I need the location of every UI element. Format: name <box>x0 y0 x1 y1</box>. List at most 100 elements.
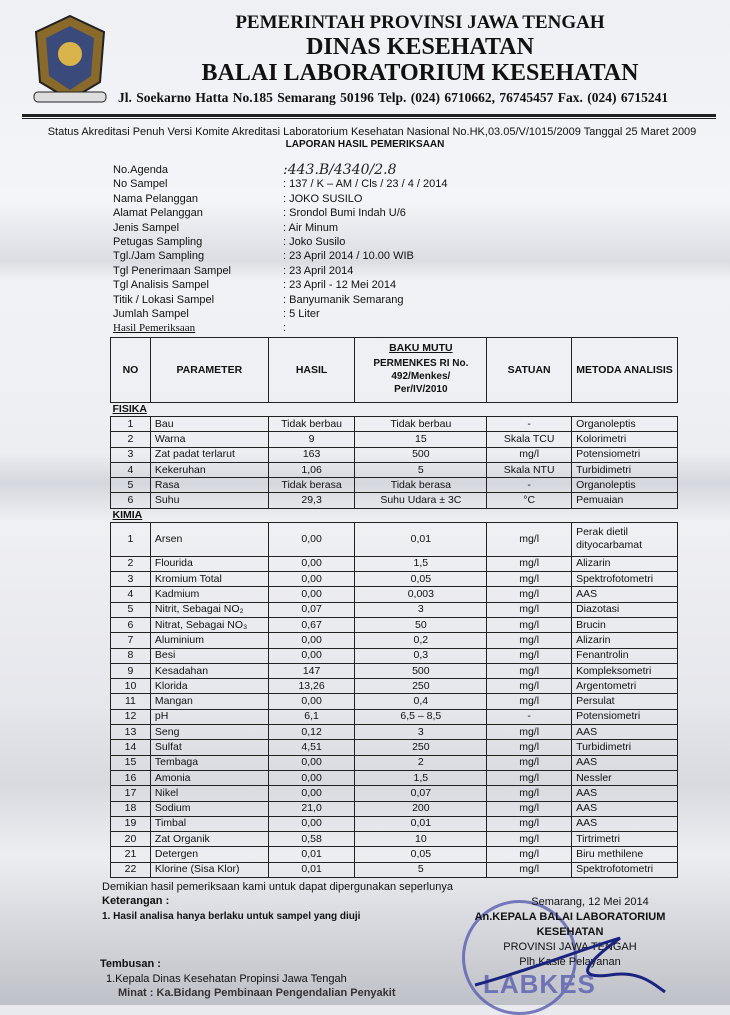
info-value: : 23 April 2014 <box>283 264 354 277</box>
signature-block: Semarang, 12 Mei 2014 An.KEPALA BALAI LA… <box>440 895 700 970</box>
cell-parameter: Suhu <box>149 492 269 509</box>
table-row: 1 Bau Tidak berbau Tidak berbau - Organolepti… <box>110 415 678 433</box>
cell-no: 12 <box>110 708 151 726</box>
table-row: 5 Nitrit, Sebagai NO₂ 0,07 3 mg/l Diazotasi <box>110 601 678 618</box>
cell-metoda: AAS <box>571 800 678 817</box>
cell-satuan: mg/l <box>486 724 573 741</box>
col-baku-mutu: BAKU MUTU PERMENKES RI No. 492/Menkes/ Pe… <box>354 337 488 403</box>
cell-satuan: mg/l <box>486 586 573 603</box>
cell-baku-mutu: 500 <box>354 662 488 680</box>
header-line-2: DINAS KESEHATAN <box>306 34 534 60</box>
baku-mutu-title: BAKU MUTU <box>389 342 453 354</box>
table-row: 3 Kromium Total 0,00 0,05 mg/l Spektrofotomet… <box>110 571 678 588</box>
table-row: 2 Flourida 0,00 1,5 mg/l Alizarin <box>110 555 678 573</box>
cell-parameter: Nikel <box>149 785 269 802</box>
tembusan-minat: Minat : Ka.Bidang Pembinaan Pengendalian… <box>118 987 396 999</box>
cell-parameter: Bau <box>149 415 269 433</box>
table-row: 15 Tembaga 0,00 2 mg/l AAS <box>110 754 678 771</box>
cell-metoda: Biru methilene <box>571 846 678 863</box>
cell-metoda: Alizarin <box>571 632 678 649</box>
info-value: : 5 Liter <box>283 308 320 321</box>
info-row: Jumlah Sampel: 5 Liter <box>113 307 447 321</box>
sample-info: No.Agenda:443.B/4340/2.8 No Sampel: 137 /… <box>113 163 447 336</box>
cell-baku-mutu: 250 <box>354 678 488 695</box>
cell-hasil: 0,01 <box>267 861 356 879</box>
cell-baku-mutu: 500 <box>354 446 488 463</box>
cell-no: 4 <box>110 586 151 603</box>
cell-satuan: mg/l <box>486 831 573 848</box>
cell-baku-mutu: 5 <box>354 461 488 479</box>
table-row: 9 Kesadahan 147 500 mg/l Kompleksometri <box>110 662 678 680</box>
cell-no: 11 <box>110 693 151 710</box>
cell-hasil: 0,07 <box>267 601 356 618</box>
cell-parameter: Arsen <box>149 521 269 557</box>
cell-baku-mutu: 0,07 <box>354 785 488 802</box>
cell-no: 2 <box>110 555 151 573</box>
handwritten-signature <box>474 936 666 994</box>
cell-baku-mutu: 250 <box>354 739 488 756</box>
cell-parameter: Zat Organik <box>149 831 269 848</box>
cell-no: 6 <box>110 616 151 634</box>
results-and-notes: NO PARAMETER HASIL BAKU MUTU PERMENKES RI… <box>102 337 702 924</box>
cell-hasil: 0,00 <box>267 521 356 557</box>
cell-parameter: Kekeruhan <box>149 461 269 479</box>
cell-satuan: - <box>486 708 573 726</box>
cell-parameter: Nitrat, Sebagai NO₃ <box>149 616 269 634</box>
baku-mutu-sub: PERMENKES RI No. 492/Menkes/ Per/IV/2010 <box>373 358 469 395</box>
info-label: Jenis Sampel <box>113 221 180 234</box>
info-label: Alamat Pelanggan <box>113 207 203 220</box>
info-label: Titik / Lokasi Sampel <box>113 293 215 306</box>
cell-satuan: mg/l <box>486 846 573 863</box>
cell-satuan: mg/l <box>486 754 573 771</box>
cell-parameter: Warna <box>149 431 269 448</box>
cell-no: 18 <box>110 800 151 817</box>
cell-baku-mutu: 1,5 <box>354 769 488 787</box>
cell-satuan: mg/l <box>486 647 573 664</box>
cell-parameter: Klorine (Sisa Klor) <box>149 861 269 879</box>
cell-hasil: 0,00 <box>267 785 356 802</box>
cell-no: 10 <box>110 678 151 695</box>
tembusan-item-1: 1.Kepala Dinas Kesehatan Propinsi Jawa T… <box>106 973 347 985</box>
info-value: : Joko Susilo <box>283 236 346 249</box>
cell-metoda: Potensiometri <box>571 446 678 463</box>
cell-parameter: Sodium <box>149 800 269 817</box>
cell-baku-mutu: 0,2 <box>354 632 488 649</box>
cell-parameter: Mangan <box>149 693 269 710</box>
cell-satuan: mg/l <box>486 632 573 649</box>
cell-baku-mutu: 10 <box>354 831 488 848</box>
col-no: NO <box>110 337 151 403</box>
cell-satuan: mg/l <box>486 800 573 817</box>
cell-metoda: Argentometri <box>571 678 678 695</box>
cell-parameter: Tembaga <box>149 754 269 771</box>
cell-baku-mutu: 0,003 <box>354 586 488 603</box>
cell-hasil: 0,00 <box>267 632 356 649</box>
cell-hasil: 0,00 <box>267 754 356 771</box>
cell-hasil: 0,00 <box>267 571 356 588</box>
cell-baku-mutu: 15 <box>354 431 488 448</box>
info-row: Petugas Sampling: Joko Susilo <box>113 235 447 249</box>
cell-baku-mutu: 3 <box>354 601 488 618</box>
section-label: KIMIA <box>112 508 143 521</box>
cell-parameter: Detergen <box>149 846 269 863</box>
cell-hasil: 0,01 <box>267 846 356 863</box>
cell-baku-mutu: 0,01 <box>354 815 488 833</box>
section-row: FISIKA <box>111 403 678 417</box>
table-row: 11 Mangan 0,00 0,4 mg/l Persulat <box>110 693 678 710</box>
info-label: Hasil Pemeriksaan <box>113 322 196 335</box>
cell-satuan: mg/l <box>486 693 573 710</box>
cell-no: 6 <box>110 492 151 509</box>
signature-line-1: An.KEPALA BALAI LABORATORIUM KESEHATAN <box>474 911 666 938</box>
info-row: Tgl Penerimaan Sampel: 23 April 2014 <box>113 264 447 278</box>
cell-baku-mutu: 0,3 <box>354 647 488 664</box>
cell-hasil: 163 <box>267 446 356 463</box>
col-satuan: SATUAN <box>486 337 573 403</box>
cell-metoda: AAS <box>571 815 678 833</box>
table-row: 19 Timbal 0,00 0,01 mg/l AAS <box>110 815 678 833</box>
table-row: 4 Kekeruhan 1,06 5 Skala NTU Turbidimetri <box>110 461 678 479</box>
cell-baku-mutu: Suhu Udara ± 3C <box>354 492 488 509</box>
cell-metoda: Turbidimetri <box>571 461 678 479</box>
cell-baku-mutu: 3 <box>354 724 488 741</box>
cell-no: 20 <box>110 831 151 848</box>
header-divider <box>22 114 716 119</box>
info-row: Hasil Pemeriksaan: <box>113 321 447 335</box>
